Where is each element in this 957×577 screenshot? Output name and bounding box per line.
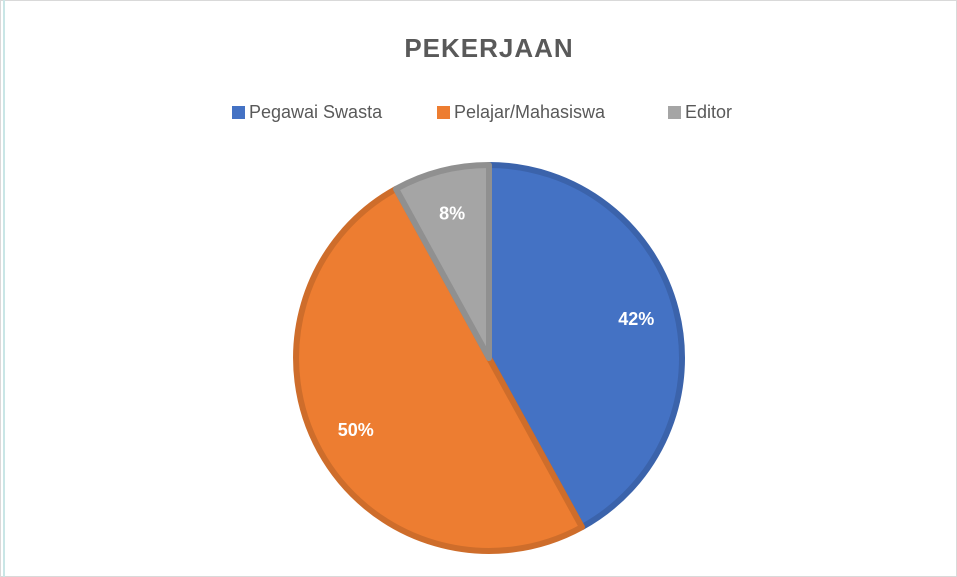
- data-label: 8%: [439, 203, 465, 223]
- legend-swatch: [232, 106, 245, 119]
- legend-swatch: [437, 106, 450, 119]
- pie-slice: [293, 185, 585, 554]
- legend-label: Pelajar/Mahasiswa: [454, 102, 606, 122]
- chart-title: PEKERJAAN: [404, 33, 573, 63]
- pie-slice: [393, 162, 492, 361]
- pie-slice: [486, 162, 685, 531]
- data-label: 42%: [618, 309, 654, 329]
- data-label: 50%: [338, 420, 374, 440]
- legend-label: Pegawai Swasta: [249, 102, 383, 122]
- legend-swatch: [668, 106, 681, 119]
- legend-label: Editor: [685, 102, 732, 122]
